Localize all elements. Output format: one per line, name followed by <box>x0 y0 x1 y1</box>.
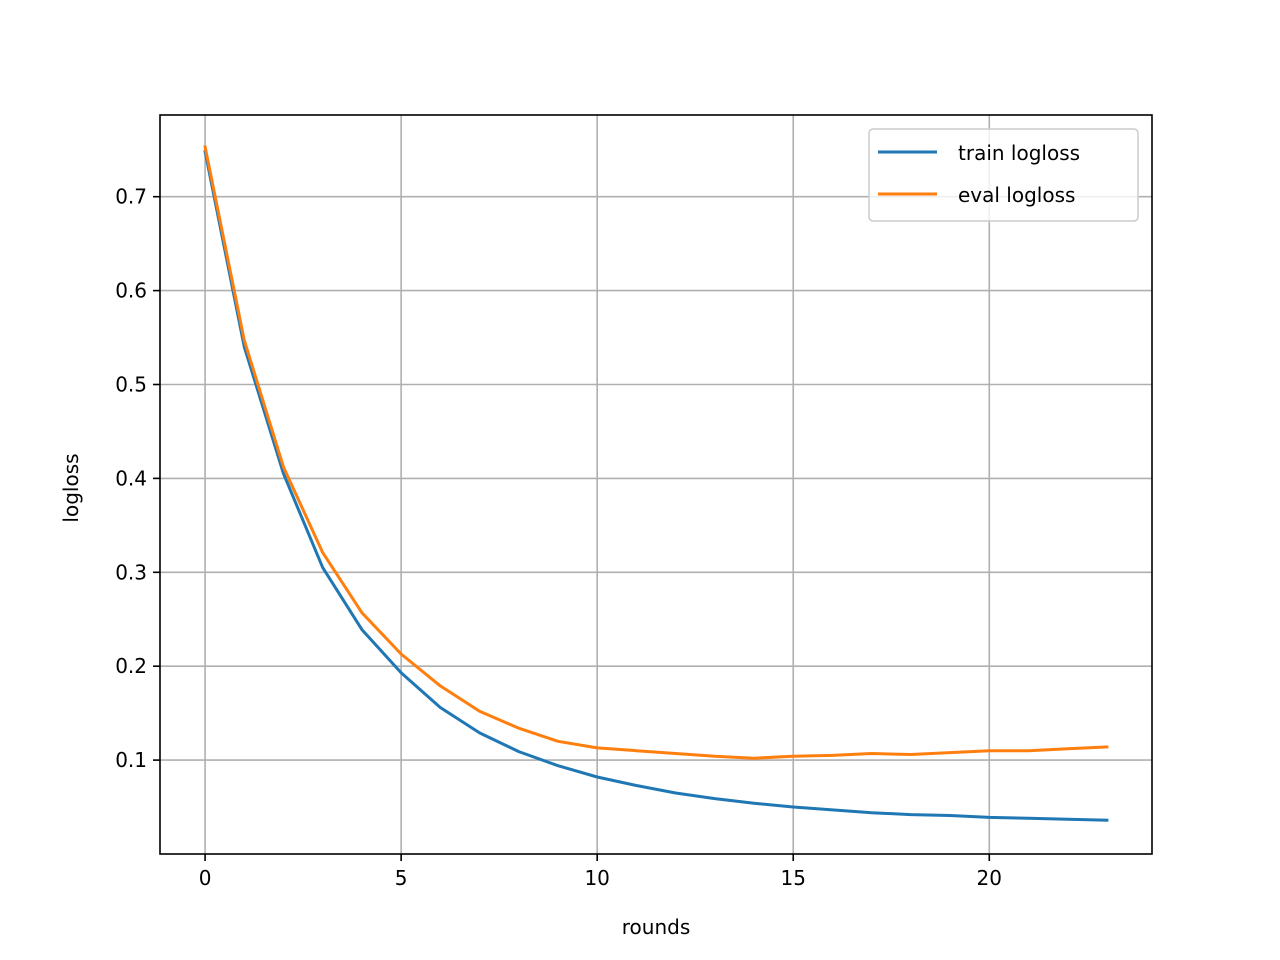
y-tick-label: 0.3 <box>115 560 147 584</box>
x-tick-label: 20 <box>977 866 1002 890</box>
y-tick-label: 0.1 <box>115 748 147 772</box>
x-axis-ticks: 0 5 10 15 20 <box>199 854 1002 890</box>
y-tick-label: 0.2 <box>115 654 147 678</box>
y-axis-ticks: 0.1 0.2 0.3 0.4 0.5 0.6 0.7 <box>115 185 160 772</box>
plot-lines <box>203 145 1109 822</box>
legend-eval-label: eval logloss <box>958 183 1075 207</box>
y-tick-label: 0.5 <box>115 372 147 396</box>
legend: train logloss eval logloss <box>868 128 1139 222</box>
x-tick-label: 5 <box>395 866 408 890</box>
legend-train-label: train logloss <box>958 141 1080 165</box>
axes-frame <box>159 114 1153 855</box>
y-tick-label: 0.6 <box>115 279 147 303</box>
eval-logloss-line <box>203 145 1109 760</box>
x-tick-label: 15 <box>781 866 806 890</box>
x-tick-label: 10 <box>584 866 609 890</box>
y-tick-label: 0.4 <box>115 466 147 490</box>
train-logloss-line <box>203 149 1109 822</box>
y-axis-label: logloss <box>59 453 83 522</box>
x-axis-label: rounds <box>622 915 691 939</box>
y-tick-label: 0.7 <box>115 185 147 209</box>
x-tick-label: 0 <box>199 866 212 890</box>
